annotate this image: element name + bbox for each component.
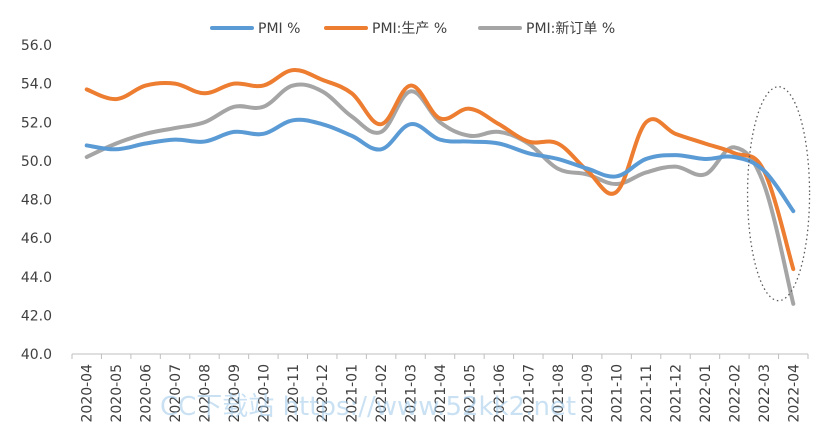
- x-tick-label: 2021-04: [433, 364, 449, 423]
- x-axis: 2020-04 2020-05 2020-06 2020-07 2020-08 2020-…: [71, 353, 809, 423]
- y-tick-label: 48.0: [21, 193, 52, 209]
- legend-label-2: PMI:新订单 %: [526, 21, 615, 37]
- y-tick-label: 42.0: [21, 308, 52, 324]
- x-tick-label: 2020-07: [168, 364, 184, 423]
- y-tick-label: 56.0: [21, 38, 52, 54]
- y-tick-label: 52.0: [21, 115, 52, 131]
- x-tick-label: 2020-05: [109, 364, 125, 423]
- x-tick-label: 2022-02: [727, 364, 743, 423]
- x-tick-label: 2020-10: [256, 364, 272, 423]
- x-tick-label: 2022-04: [786, 364, 802, 423]
- y-tick-label: 50.0: [21, 154, 52, 170]
- legend-label-1: PMI:生产 %: [372, 21, 447, 37]
- watermark-text: CC下载站 https://www.52kk2.net: [160, 392, 576, 422]
- legend-label-0: PMI %: [258, 21, 300, 37]
- annotation-layer: [746, 86, 811, 302]
- x-tick-label: 2021-07: [521, 364, 537, 423]
- highlight-ellipse: [746, 86, 811, 302]
- x-tick-label: 2021-03: [404, 364, 420, 423]
- series-line-2: [84, 82, 796, 306]
- x-tick-label: 2021-08: [551, 364, 567, 423]
- series-line-1: [84, 68, 796, 272]
- series-line-0: [84, 117, 796, 214]
- y-tick-label: 54.0: [21, 77, 52, 93]
- x-tick-label: 2022-03: [757, 364, 773, 423]
- x-tick-label: 2020-04: [80, 364, 96, 423]
- x-tick-label: 2020-06: [139, 364, 155, 423]
- y-tick-label: 44.0: [21, 270, 52, 286]
- x-tick-label: 2021-05: [462, 364, 478, 423]
- y-tick-label: 46.0: [21, 231, 52, 247]
- x-tick-label: 2021-06: [492, 364, 508, 423]
- y-tick-label: 40.0: [21, 347, 52, 363]
- x-tick-label: 2021-01: [345, 364, 361, 423]
- chart-legend: PMI % PMI:生产 % PMI:新订单 %: [210, 21, 615, 37]
- x-tick-label: 2021-10: [610, 364, 626, 423]
- x-tick-label: 2022-01: [698, 364, 714, 423]
- x-tick-label: 2021-11: [639, 364, 655, 423]
- x-tick-label: 2020-11: [286, 364, 302, 423]
- x-tick-label: 2021-02: [374, 364, 390, 423]
- x-tick-label: 2021-12: [669, 364, 685, 423]
- x-tick-label: 2021-09: [580, 364, 596, 423]
- y-axis: 40.0 42.0 44.0 46.0 48.0 50.0 52.0 54.0 56.0: [21, 38, 52, 363]
- x-tick-label: 2020-08: [197, 364, 213, 423]
- series-layer: [84, 68, 796, 306]
- x-tick-label: 2020-12: [315, 364, 331, 423]
- x-tick-label: 2020-09: [227, 364, 243, 423]
